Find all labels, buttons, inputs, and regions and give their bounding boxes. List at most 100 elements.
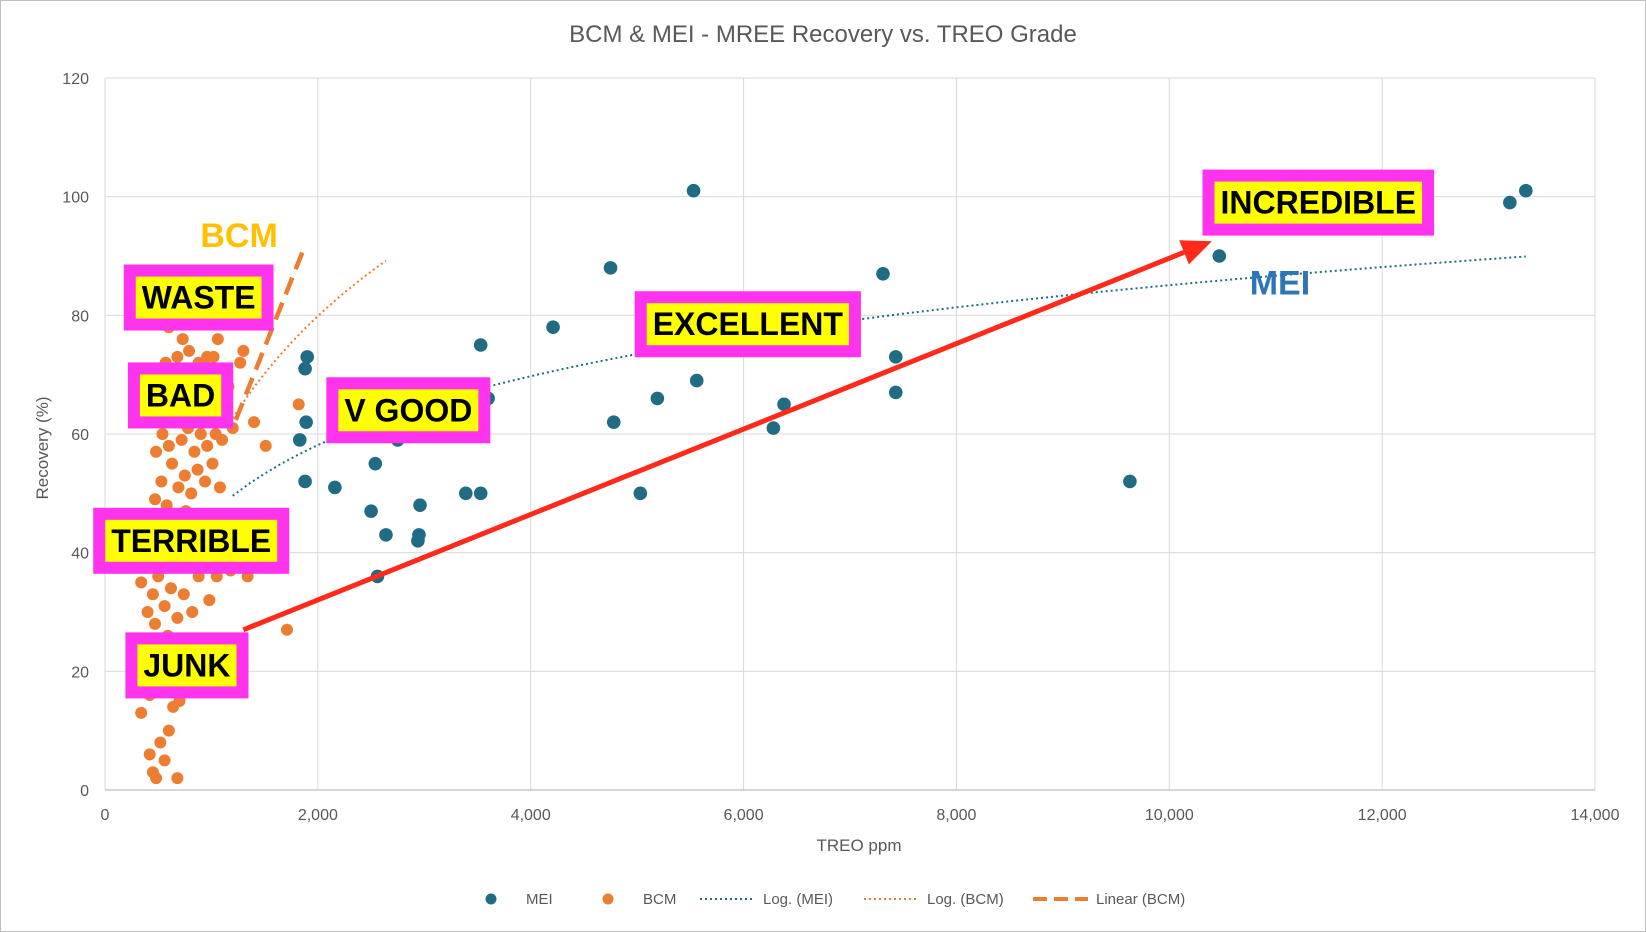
bcm-point <box>292 398 305 411</box>
mei-point <box>1212 249 1227 263</box>
bcm-point <box>143 748 156 761</box>
series-tag-bcm: BCM <box>200 217 277 255</box>
bcm-point <box>154 736 167 749</box>
axis-layer: 0 2,000 4,000 6,000 8,000 10,000 12,000 14,000 0… <box>62 71 1619 824</box>
callout-text: EXCELLENT <box>653 306 844 342</box>
trendline-linear-bcm <box>233 244 308 421</box>
bcm-point <box>156 428 169 440</box>
legend-item-log-bcm: Log. (BCM) <box>864 891 1004 908</box>
x-tick-label: 6,000 <box>724 807 764 824</box>
bcm-point <box>171 772 184 785</box>
legend: MEI BCM Log. (MEI) Log. (BCM) Linear (BCM) <box>485 891 1185 908</box>
callout-junk: JUNK <box>125 632 249 699</box>
bcm-point <box>194 428 207 440</box>
bcm-point <box>141 606 154 618</box>
mei-point <box>368 456 383 471</box>
mei-point <box>603 261 618 275</box>
trendline-log-mei <box>232 255 1526 497</box>
x-tick-label: 12,000 <box>1358 807 1407 824</box>
legend-item-bcm: BCM <box>602 891 676 908</box>
x-axis-label: TREO ppm <box>816 836 901 855</box>
callout-excellent: EXCELLENT <box>634 291 861 358</box>
callout-layer: WASTE BAD V GOOD EXCELLENT TERRIBLE JUNK INCRE… <box>93 169 1435 699</box>
bcm-point <box>135 576 148 589</box>
mei-point <box>888 350 903 364</box>
y-tick-label: 0 <box>80 783 89 800</box>
bcm-point <box>186 606 199 618</box>
mei-point <box>888 385 903 400</box>
mei-point <box>298 474 312 489</box>
callout-v-good: V GOOD <box>326 377 491 444</box>
mei-point <box>412 528 426 542</box>
callout-text: TERRIBLE <box>111 523 271 559</box>
y-tick-label: 80 <box>71 308 89 325</box>
legend-label: Linear (BCM) <box>1096 891 1185 908</box>
bcm-point <box>158 600 171 613</box>
bcm-point <box>201 439 214 452</box>
legend-item-linear-bcm: Linear (BCM) <box>1033 891 1185 908</box>
mei-point <box>686 183 701 198</box>
bcm-point <box>162 724 175 737</box>
bcm-point <box>248 416 260 429</box>
bcm-point <box>188 445 201 458</box>
bcm-point <box>171 611 184 624</box>
mei-point <box>689 373 704 388</box>
bcm-point <box>149 493 162 506</box>
legend-label: Log. (BCM) <box>927 891 1004 908</box>
y-tick-label: 20 <box>71 664 89 681</box>
bcm-point <box>175 433 188 446</box>
bcm-point <box>178 469 191 482</box>
bcm-point <box>149 617 162 630</box>
legend-label: MEI <box>526 891 553 908</box>
bcm-point <box>259 439 272 452</box>
callout-bad: BAD <box>127 362 234 429</box>
y-tick-label: 40 <box>71 546 89 563</box>
callout-text: WASTE <box>142 280 256 316</box>
mei-point <box>546 320 560 335</box>
bcm-point <box>177 588 190 601</box>
mei-point <box>1519 183 1533 198</box>
bcm-point <box>155 475 168 488</box>
x-tick-label: 0 <box>101 807 110 824</box>
bcm-point <box>166 457 179 470</box>
mei-point <box>473 338 488 352</box>
bcm-point <box>191 463 204 476</box>
x-tick-label: 10,000 <box>1145 807 1194 824</box>
mei-point <box>1503 195 1517 210</box>
mei-point <box>300 350 315 364</box>
callout-fill <box>105 519 278 562</box>
mei-point <box>379 528 393 542</box>
mei-point <box>473 486 488 501</box>
bcm-point <box>234 356 247 369</box>
mei-point <box>328 480 342 495</box>
callout-fill <box>646 303 849 346</box>
bcm-point <box>146 588 159 601</box>
mei-point <box>413 498 427 512</box>
x-tick-label: 2,000 <box>298 807 338 824</box>
legend-item-mei: MEI <box>485 891 553 908</box>
bcm-point <box>164 582 177 595</box>
bcm-point <box>162 439 175 452</box>
y-axis-label: Recovery (%) <box>33 397 52 500</box>
bcm-point <box>207 350 220 363</box>
bcm-point <box>150 445 163 458</box>
series-tag-layer: BCM MEI <box>200 217 1310 302</box>
mei-point <box>458 486 473 501</box>
callout-terrible: TERRIBLE <box>93 507 290 574</box>
callout-fill <box>137 644 237 687</box>
bcm-point <box>172 481 185 494</box>
x-tick-label: 14,000 <box>1571 807 1620 824</box>
bcm-point <box>171 350 184 363</box>
bcm-point <box>135 706 148 719</box>
legend-label: BCM <box>643 891 676 908</box>
chart-title: BCM & MEI - MREE Recovery vs. TREO Grade <box>569 21 1077 48</box>
callout-fill <box>338 389 479 432</box>
legend-item-log-mei: Log. (MEI) <box>700 891 833 908</box>
mei-point <box>299 415 313 429</box>
mei-point <box>364 504 378 518</box>
arrow-head <box>1179 240 1212 265</box>
mei-point <box>766 421 781 435</box>
